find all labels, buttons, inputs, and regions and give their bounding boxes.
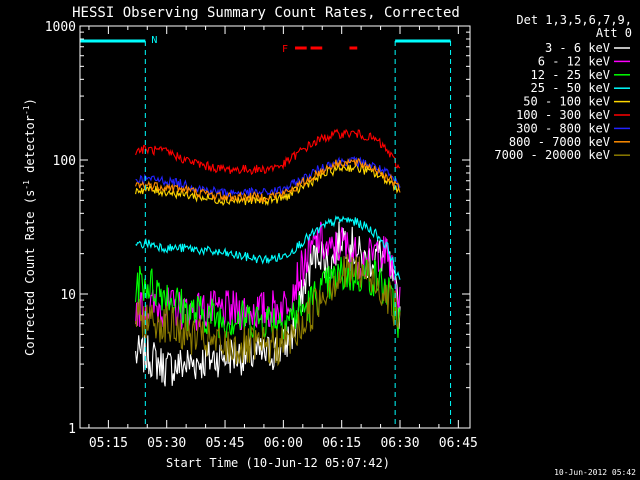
- legend-label-5: 100 - 300 keV: [516, 108, 610, 122]
- y-label-exp-2: -1: [22, 105, 31, 115]
- series-line-3: [135, 215, 401, 280]
- series-line-5: [135, 128, 401, 176]
- y-tick-label: 100: [53, 154, 76, 169]
- x-tick-label: 06:00: [264, 436, 303, 451]
- series-line-1: [135, 221, 401, 331]
- x-tick-label: 06:15: [322, 436, 361, 451]
- y-label-exp-1: -1: [22, 180, 31, 190]
- y-tick-label: 1: [68, 422, 76, 437]
- legend-label-0: 3 - 6 keV: [545, 41, 610, 55]
- series-line-7: [135, 157, 401, 203]
- legend-label-7: 800 - 7000 keV: [509, 135, 610, 149]
- flare-label: F: [282, 44, 288, 55]
- chart-title: HESSI Observing Summary Count Rates, Cor…: [72, 5, 460, 21]
- footer-date: 10-Jun-2012 05:42: [554, 468, 636, 477]
- legend-label-2: 12 - 25 keV: [531, 68, 610, 82]
- legend-label-8: 7000 - 20000 keV: [494, 148, 610, 162]
- y-label-end: ): [23, 98, 37, 105]
- legend-title-line-1: Det 1,3,5,6,7,9,: [516, 13, 632, 27]
- y-tick-label: 10: [60, 288, 76, 303]
- night-label: N: [151, 35, 157, 46]
- series-line-6: [135, 156, 401, 198]
- legend-label-6: 300 - 800 keV: [516, 121, 610, 135]
- legend-label-3: 25 - 50 keV: [531, 81, 610, 95]
- x-tick-label: 06:30: [380, 436, 419, 451]
- y-axis-label: Corrected Count Rate (s-1 detector-1): [22, 98, 37, 356]
- legend-label-1: 6 - 12 keV: [538, 54, 610, 68]
- y-tick-label: 1000: [45, 20, 76, 35]
- series-line-8: [135, 254, 401, 367]
- legend-title-line-2: Att 0: [596, 26, 632, 40]
- series-layer: [135, 128, 401, 387]
- x-tick-label: 05:30: [147, 436, 186, 451]
- x-axis-label: Start Time (10-Jun-12 05:07:42): [166, 456, 390, 470]
- x-tick-label: 06:45: [439, 436, 478, 451]
- y-label-main: Corrected Count Rate (s: [23, 190, 37, 356]
- y-label-mid: detector: [23, 115, 37, 180]
- x-tick-label: 05:45: [205, 436, 244, 451]
- plot-frame: [79, 25, 471, 429]
- x-tick-label: 05:15: [89, 436, 128, 451]
- axis-layer: 1 10 100 1000 05:15 05:30 05:45 06:00 06:15 06:30…: [45, 20, 478, 451]
- legend-label-4: 50 - 100 keV: [523, 95, 610, 109]
- series-line-2: [135, 256, 401, 340]
